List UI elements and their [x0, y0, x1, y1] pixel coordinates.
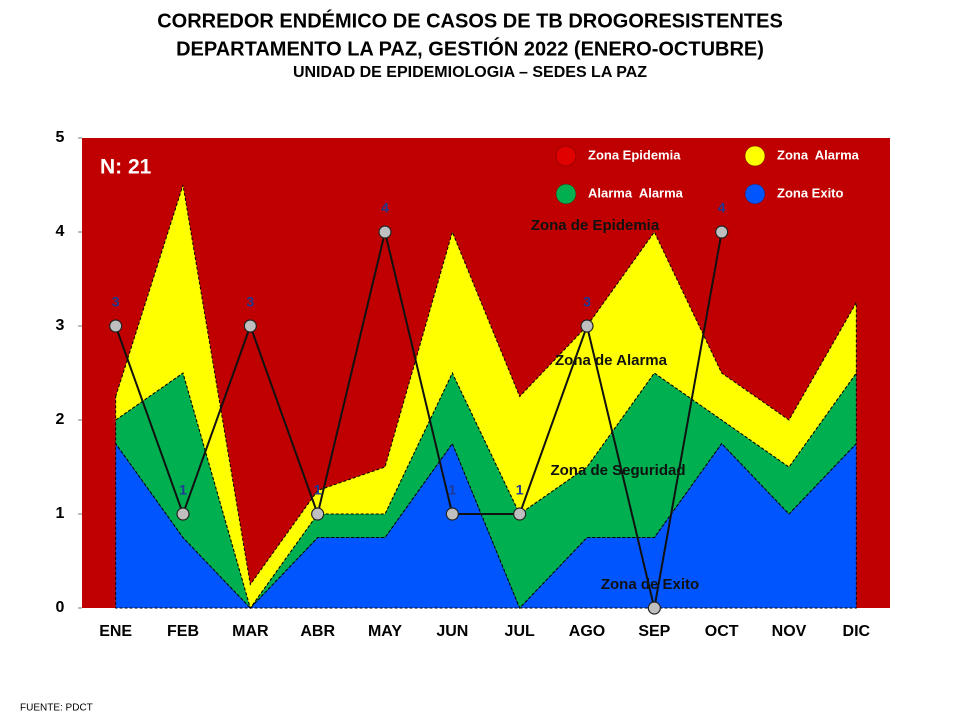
source: FUENTE: PDCT: [20, 703, 93, 714]
case-point: [580, 319, 594, 333]
data-label: 3: [583, 294, 591, 310]
chart-subtitle: UNIDAD DE EPIDEMIOLOGIA – SEDES LA PAZ: [293, 64, 647, 81]
data-label: 4: [718, 200, 726, 216]
x-tick-label: ABR: [300, 623, 335, 640]
y-tick-label: 1: [56, 505, 65, 522]
legend-marker: [555, 183, 577, 205]
data-label: 3: [246, 294, 254, 310]
case-point: [378, 225, 392, 239]
y-tick-label: 2: [56, 411, 65, 428]
case-point: [311, 507, 325, 521]
x-tick-label: OCT: [705, 623, 739, 640]
x-tick-label: MAR: [232, 623, 269, 640]
x-tick-label: FEB: [167, 623, 199, 640]
cases-line: [114, 231, 723, 609]
x-tick-label: DIC: [843, 623, 871, 640]
data-label: 1: [448, 482, 456, 498]
chart-title: CORREDOR ENDÉMICO DE CASOS DE TB DROGORE…: [157, 9, 783, 32]
legend-label: Alarma Alarma: [588, 185, 684, 200]
case-point: [243, 319, 257, 333]
legend-label: Zona Exito: [777, 185, 844, 200]
x-tick-label: AGO: [569, 623, 605, 640]
annotation: N: 21: [100, 156, 152, 179]
data-label: 1: [314, 482, 322, 498]
zone-label: Zona de Seguridad: [550, 462, 685, 479]
legend-label: Zona Epidemia: [588, 147, 681, 162]
x-tick-label: MAY: [368, 623, 402, 640]
x-tick-label: SEP: [638, 623, 670, 640]
zone-label: Zona de Epidemia: [531, 217, 660, 234]
data-label: 3: [112, 294, 120, 310]
x-tick-label: JUL: [505, 623, 535, 640]
case-point: [513, 507, 527, 521]
data-label: 1: [179, 482, 187, 498]
case-point: [176, 507, 190, 521]
legend-marker: [555, 145, 577, 167]
y-tick-label: 5: [56, 129, 65, 146]
x-tick-label: JUN: [436, 623, 468, 640]
data-label: 4: [381, 200, 389, 216]
y-tick-label: 0: [56, 599, 65, 616]
data-label: 1: [516, 482, 524, 498]
legend-marker: [744, 183, 766, 205]
case-point: [109, 319, 123, 333]
legend-marker: [744, 145, 766, 167]
case-point: [445, 507, 459, 521]
case-point: [647, 601, 661, 615]
chart-subtitle: DEPARTAMENTO LA PAZ, GESTIÓN 2022 (ENERO…: [176, 36, 764, 60]
x-tick-label: NOV: [772, 623, 807, 640]
zone-label: Zona de Exito: [601, 576, 699, 593]
legend-label: Zona Alarma: [777, 147, 860, 162]
y-tick-label: 4: [56, 223, 65, 240]
zone-label: Zona de Alarma: [555, 352, 668, 369]
zone-area: [115, 371, 857, 610]
x-tick-label: ENE: [99, 623, 132, 640]
case-point: [715, 225, 729, 239]
y-tick-label: 3: [56, 317, 65, 334]
